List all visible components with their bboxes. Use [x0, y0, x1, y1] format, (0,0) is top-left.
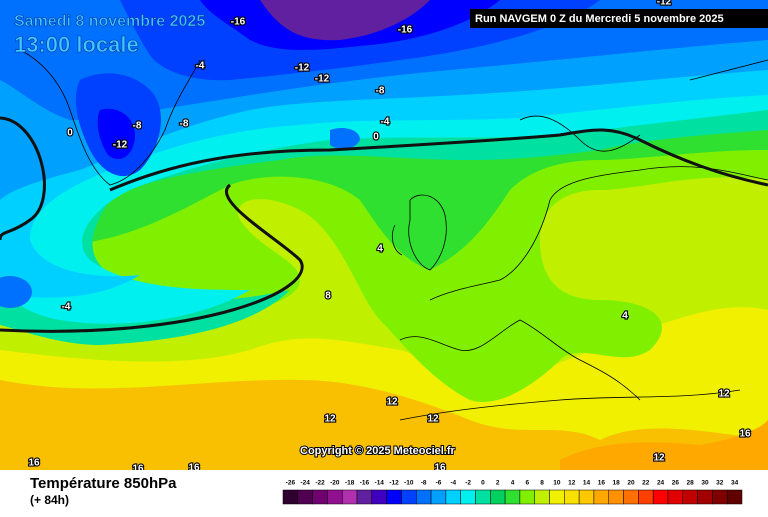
legend-tick-label: -6 [436, 480, 442, 487]
legend-tick-label: -18 [345, 480, 355, 487]
legend-tick-label: 16 [598, 480, 606, 487]
legend-tick-label: 14 [583, 480, 591, 487]
legend-tick-label: -16 [360, 480, 370, 487]
temperature-field [0, 0, 768, 470]
contour-label: -16 [231, 17, 246, 28]
legend-swatch [504, 489, 521, 505]
legend-swatch [341, 489, 358, 505]
legend-tick-label: 26 [672, 480, 680, 487]
legend-swatch [564, 489, 580, 505]
legend-swatch [386, 489, 402, 505]
legend-tick-label: 6 [525, 480, 529, 487]
legend-tick-label: 24 [657, 480, 665, 487]
legend-tick-label: -4 [450, 480, 456, 487]
legend-tick-label: 34 [731, 480, 739, 487]
contour-label: -8 [133, 121, 142, 132]
run-info: Run NAVGEM 0 Z du Mercredi 5 novembre 20… [475, 13, 724, 25]
legend-tick-label: 4 [511, 480, 515, 487]
field-title: Température 850hPa [30, 475, 177, 492]
legend-tick-label: 28 [687, 480, 695, 487]
legend-swatch [282, 489, 299, 505]
legend-swatch [327, 489, 343, 505]
forecast-date: Samedi 8 novembre 2025 [14, 13, 205, 30]
legend-swatch [312, 489, 328, 505]
contour-label: -4 [62, 302, 71, 313]
zero-isotherm [0, 116, 768, 333]
legend-swatch [519, 489, 535, 505]
run-box [470, 9, 768, 28]
legend-swatch [430, 489, 447, 505]
legend-tick-label: -20 [330, 480, 340, 487]
legend-tick-label: -8 [421, 480, 427, 487]
lead-time: (+ 84h) [30, 493, 69, 507]
legend-swatch [638, 489, 654, 505]
contour-label: -8 [180, 119, 189, 130]
contour-label: 12 [653, 453, 665, 464]
legend-tick-label: -26 [286, 480, 296, 487]
legend-tick-label: 8 [540, 480, 544, 487]
legend-tick-label: 10 [553, 480, 561, 487]
legend-tick-label: -14 [375, 480, 385, 487]
contour-label: 0 [373, 132, 379, 143]
legend-swatch [534, 489, 550, 505]
color-legend: -26 -24 -22 -20 -18 -16 -14 -12 -10 -8 -6 -4 -2 0 2 4 6 8… [282, 480, 743, 505]
contour-label: -4 [381, 117, 390, 128]
contour-label: -8 [376, 86, 385, 97]
legend-tick-label: 22 [642, 480, 650, 487]
legend-tick-label: 2 [496, 480, 500, 487]
contour-label: -12 [657, 0, 672, 8]
legend-swatch [726, 489, 743, 505]
legend-tick-label: -24 [301, 480, 311, 487]
legend-tick-label: 30 [701, 480, 709, 487]
legend-swatch [682, 489, 698, 505]
legend-tick-label: -10 [404, 480, 414, 487]
contour-label: 12 [718, 389, 730, 400]
legend-swatch [356, 489, 373, 505]
legend-swatch [460, 489, 476, 505]
legend-swatch [401, 489, 417, 505]
contour-label: -12 [315, 74, 330, 85]
contour-label: 12 [427, 414, 439, 425]
legend-swatch [416, 489, 432, 505]
contour-label: -4 [196, 61, 205, 72]
legend-tick-label: 18 [613, 480, 621, 487]
legend-swatch [608, 489, 624, 505]
contour-label: 4 [377, 244, 383, 255]
legend-swatch [445, 489, 461, 505]
legend-swatch [578, 489, 595, 505]
contour-label: 12 [386, 397, 398, 408]
contour-label: -12 [113, 140, 128, 151]
legend-tick-label: 12 [568, 480, 576, 487]
contour-label: 8 [325, 291, 331, 302]
legend-tick-label: -22 [315, 480, 325, 487]
legend-swatch [475, 489, 491, 505]
legend-swatch [549, 489, 565, 505]
contour-label: -12 [295, 63, 310, 74]
legend-swatch [593, 489, 609, 505]
contour-label: 16 [28, 458, 40, 469]
legend-swatch [371, 489, 387, 505]
legend-swatch [623, 489, 639, 505]
legend-swatch [697, 489, 713, 505]
legend-tick-label: -12 [389, 480, 399, 487]
legend-swatch [712, 489, 728, 505]
contour-label: 16 [739, 429, 751, 440]
legend-tick-label: 20 [627, 480, 635, 487]
legend-swatch [667, 489, 684, 505]
legend-tick-label: 0 [481, 480, 485, 487]
legend-swatch [297, 489, 313, 505]
contour-label: 0 [67, 128, 73, 139]
legend-swatch [652, 489, 669, 505]
contour-label: 12 [324, 414, 336, 425]
legend-swatch [490, 489, 506, 505]
contour-label: -16 [398, 25, 413, 36]
contour-label: 4 [622, 311, 628, 322]
legend-tick-label: 32 [716, 480, 724, 487]
contour-labels: -16-16-4 -12-12-8-8 -8 -40-12048-4412121212… [27, 0, 752, 476]
forecast-time: 13:00 locale [14, 32, 139, 57]
legend-tick-label: -2 [465, 480, 471, 487]
copyright: Copyright © 2025 Meteociel.fr [300, 445, 456, 457]
